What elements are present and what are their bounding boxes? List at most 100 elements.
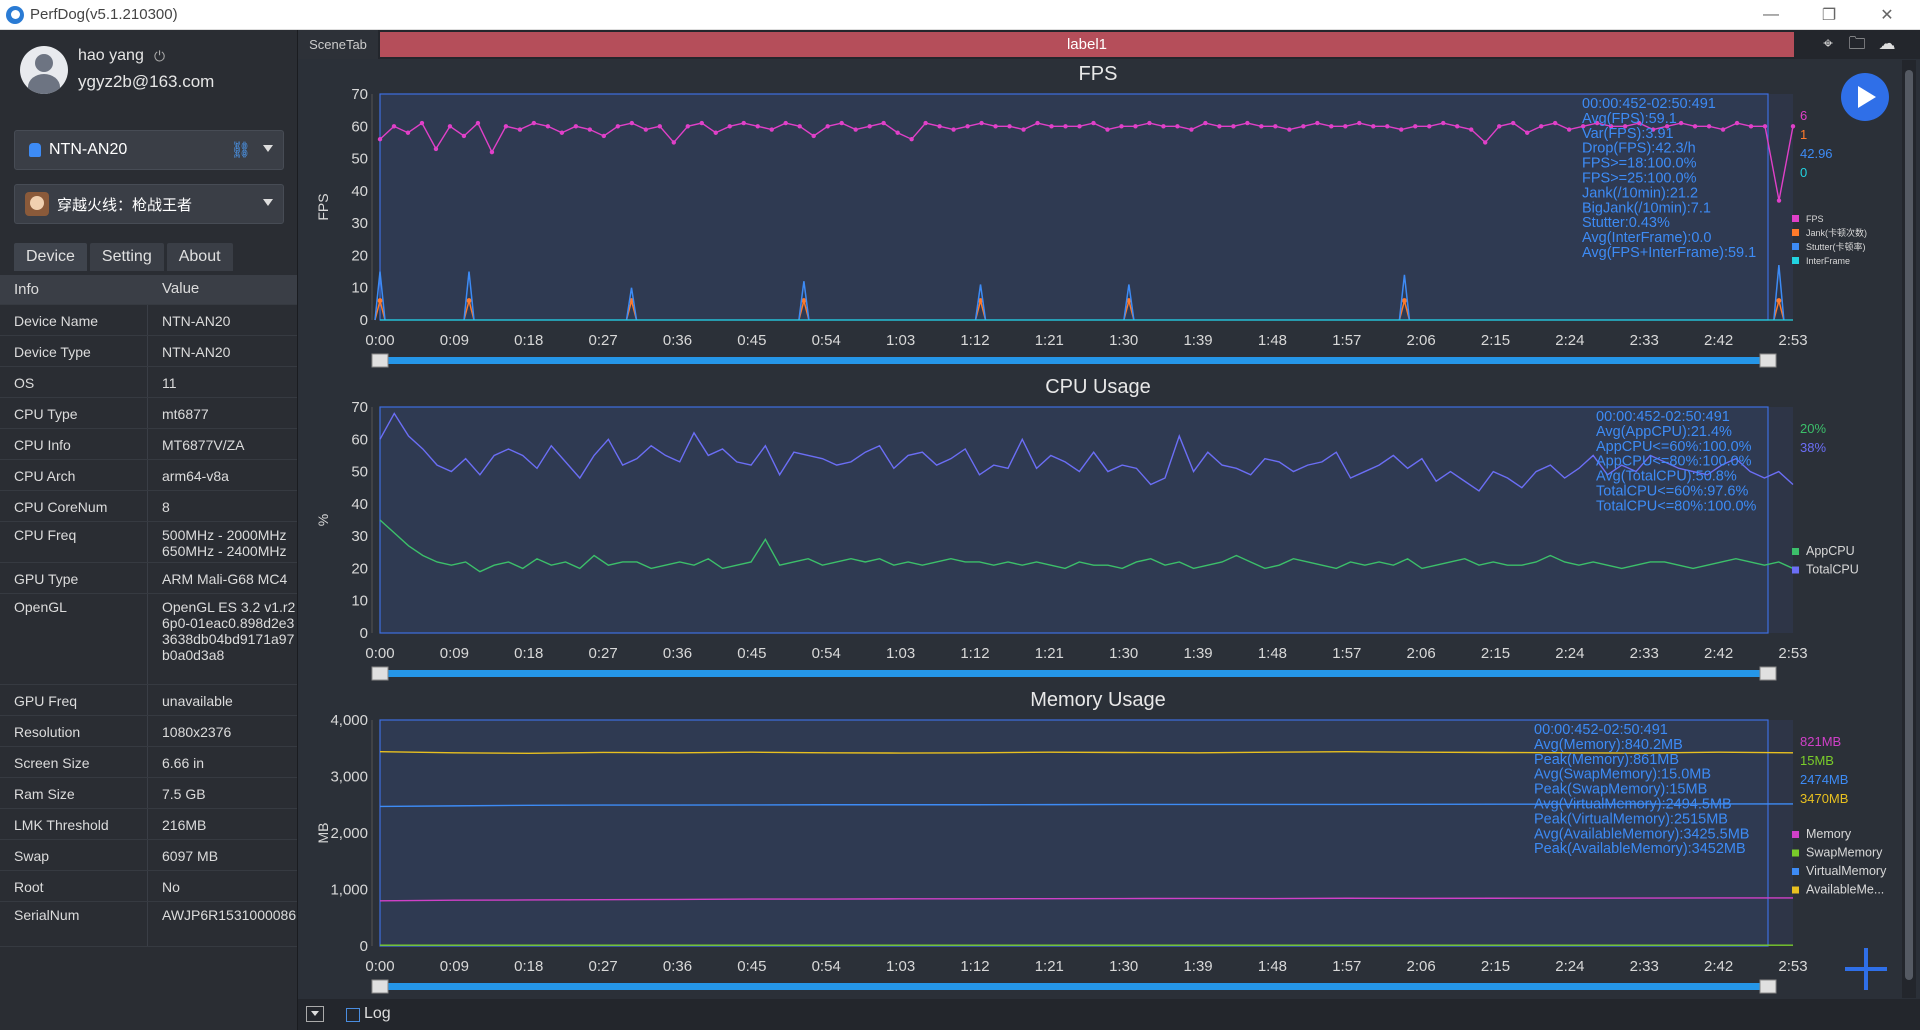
fps-point [1063,124,1068,129]
scene-tab[interactable]: SceneTab [298,30,378,59]
folder-icon[interactable]: 🗀 [1848,34,1866,53]
info-key: Root [14,879,44,895]
legend-swatch [1792,215,1799,222]
x-tick-label: 2:15 [1481,332,1510,349]
table-row: Ram Size 7.5 GB [0,778,297,809]
x-tick-label: 0:09 [440,332,469,349]
tab-setting[interactable]: Setting [89,243,164,271]
chevron-down-icon[interactable] [263,145,273,152]
y-tick-label: 40 [351,183,368,200]
table-row: CPU Info MT6877V/ZA [0,429,297,460]
sidebar: hao yang ⏻ ygyz2b@163.com NTN-AN20 ⛓ 穿越火… [0,30,298,1030]
x-tick-label: 0:45 [737,645,766,662]
y-tick-label: 50 [351,464,368,481]
close-button[interactable]: ✕ [1880,6,1894,24]
x-tick-label: 1:03 [886,958,915,975]
device-select-value: NTN-AN20 [49,141,128,158]
fps-point [1133,124,1138,129]
tab-about[interactable]: About [166,243,233,271]
fps-point [853,127,858,132]
fps-point [601,133,607,139]
vertical-scrollbar[interactable] [1902,60,1916,998]
fps-point [1664,124,1670,129]
x-tick-label: 2:24 [1555,332,1584,349]
x-tick-label: 0:09 [440,645,469,662]
info-key: Device Type [14,344,91,360]
fps-point [489,149,495,155]
y-tick-label: 10 [351,593,368,610]
plot-frame [379,406,1769,634]
power-icon[interactable]: ⏻ [154,48,166,64]
fps-point [951,127,956,132]
current-value: 2474MB [1800,772,1848,787]
info-key: CPU Type [14,406,78,422]
fps-point [1399,127,1404,132]
fps-point [1273,124,1278,129]
table-row: Device Name NTN-AN20 [0,305,297,336]
table-row: Swap 6097 MB [0,840,297,871]
legend-label: Memory [1806,827,1852,841]
fps-point [447,124,453,129]
scene-label[interactable]: label1 [380,32,1794,57]
series-line [379,519,1794,573]
maximize-button[interactable]: ❐ [1821,6,1837,24]
info-key: OpenGL [14,599,67,615]
fps-point [1650,127,1656,132]
fps-point [1007,124,1012,129]
fps-point [923,120,928,126]
x-tick-label: 0:45 [737,958,766,975]
x-tick-label: 1:21 [1035,332,1064,349]
chevron-down-icon[interactable] [263,199,273,206]
info-value: 6097 MB [162,848,219,864]
fps-point [699,120,704,126]
x-tick-label: 1:57 [1332,332,1361,349]
avatar[interactable] [20,46,68,94]
x-tick-label: 2:53 [1778,958,1807,975]
location-icon[interactable]: ⌖ [1823,34,1833,53]
x-tick-label: 0:45 [737,332,766,349]
x-tick-label: 0:27 [589,645,618,662]
x-tick-label: 0:00 [365,958,394,975]
fps-point [769,127,774,132]
legend-swatch [1792,243,1799,250]
plot-frame [379,93,1769,321]
fps-point [1594,120,1600,126]
stats-line: Avg(FPS):59.1 [1582,111,1677,127]
fps-point [671,140,676,145]
minimize-button[interactable]: — [1763,5,1779,23]
x-tick-label: 0:27 [589,958,618,975]
info-key: OS [14,375,35,391]
fps-point [1091,120,1096,126]
y-tick-label: 30 [351,215,368,232]
table-row: GPU Type ARM Mali-G68 MC4 [0,563,297,594]
log-checkbox[interactable] [346,1008,360,1022]
fps-point [377,137,383,142]
window-title: PerfDog(v5.1.210300) [30,6,178,23]
app-select[interactable]: 穿越火线：枪战王者 [14,184,284,224]
y-tick-label: 4,000 [330,712,368,729]
y-tick-label: 0 [360,625,368,642]
legend-swatch [1792,548,1799,555]
fps-point [559,130,565,135]
spike-mark [1773,265,1785,321]
series-line [379,121,1794,201]
expand-toggle[interactable] [306,1006,324,1022]
device-select[interactable]: NTN-AN20 ⛓ [14,130,284,170]
bottom-bar: Log [298,999,1920,1030]
cloud-icon[interactable]: ☁ [1878,34,1896,53]
x-tick-label: 1:21 [1035,645,1064,662]
fps-point [657,124,663,129]
link-icon[interactable]: ⛓ [230,142,251,159]
table-row: LMK Threshold 216MB [0,809,297,840]
x-tick-label: 0:36 [663,332,692,349]
y-tick-label: 3,000 [330,769,368,786]
x-tick-label: 1:39 [1183,332,1212,349]
tab-device[interactable]: Device [14,243,87,271]
fps-point [1161,124,1166,129]
fps-point [1497,124,1502,129]
stats-line: Avg(FPS+InterFrame):59.1 [1582,245,1756,261]
slider-handle-right [1759,353,1777,368]
x-tick-label: 2:15 [1481,958,1510,975]
fps-point [1790,124,1796,129]
